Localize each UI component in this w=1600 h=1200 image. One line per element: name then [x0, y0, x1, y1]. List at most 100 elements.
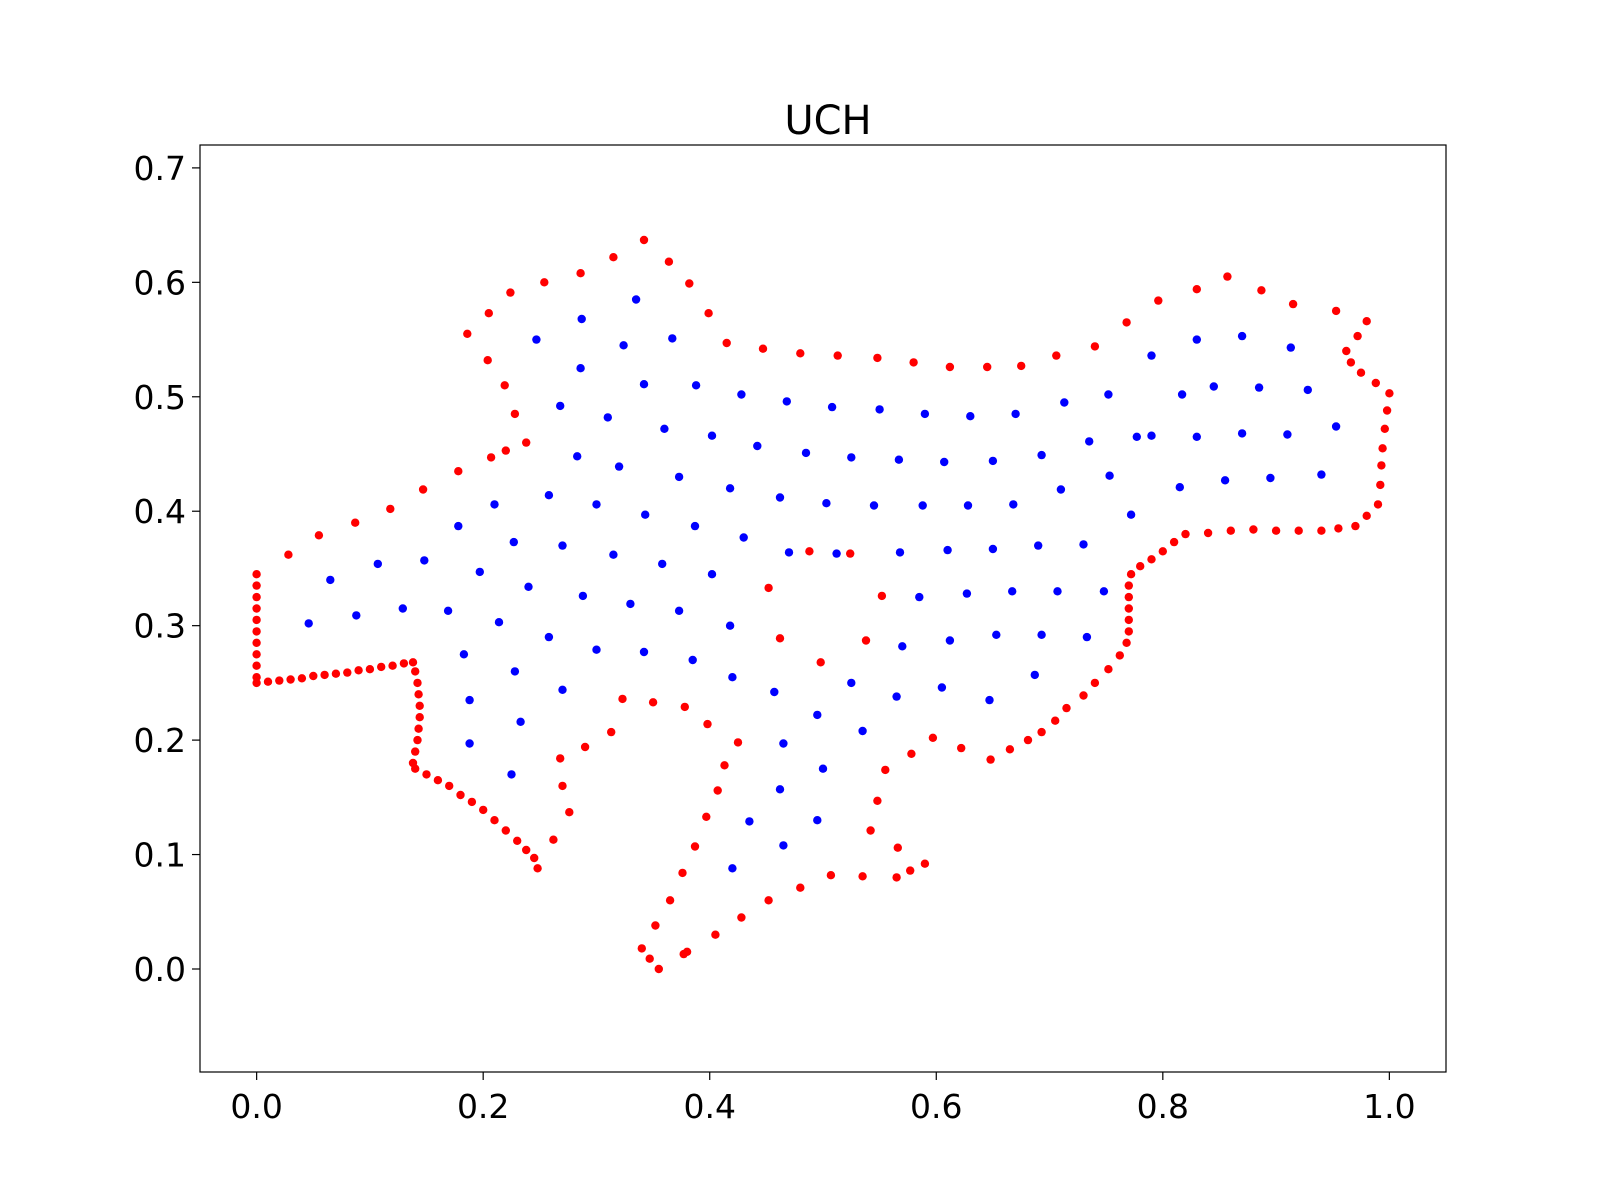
y-axis: 0.0 0.1 0.2 0.3 0.4 0.5 0.6 0.7: [134, 149, 200, 989]
point-s0-142: [826, 871, 836, 880]
point-s1-49: [1105, 471, 1114, 480]
point-s1-46: [963, 501, 973, 510]
x-tick-label: 0.2: [457, 1087, 509, 1126]
point-s1-115: [892, 692, 901, 701]
point-s0-36: [433, 776, 443, 785]
point-s1-117: [985, 695, 994, 705]
point-s0-152: [651, 921, 660, 930]
point-s1-60: [739, 533, 748, 542]
point-s0-38: [456, 790, 465, 800]
point-s1-127: [745, 817, 754, 826]
point-s0-114: [1126, 570, 1136, 579]
point-s1-119: [465, 695, 474, 705]
point-s0-46: [533, 864, 542, 873]
point-s0-24: [408, 658, 418, 667]
point-s0-42: [501, 826, 510, 835]
x-tick-label: 1.0: [1363, 1087, 1415, 1126]
point-s0-162: [648, 698, 658, 707]
point-s1-32: [1085, 437, 1094, 446]
point-s1-54: [1331, 422, 1341, 431]
point-s1-94: [352, 611, 361, 620]
point-s0-122: [1104, 665, 1113, 674]
point-s1-128: [779, 841, 788, 850]
point-s1-24: [707, 431, 717, 440]
point-s0-0: [252, 570, 261, 579]
point-s0-45: [530, 853, 539, 863]
point-s0-83: [1223, 272, 1232, 281]
point-s0-97: [1377, 461, 1386, 470]
point-s1-2: [631, 295, 641, 304]
point-s0-100: [1362, 511, 1371, 520]
point-s1-26: [801, 448, 811, 458]
point-s0-167: [558, 781, 567, 791]
point-s1-106: [1082, 632, 1092, 642]
point-s0-175: [861, 636, 871, 645]
point-s1-76: [609, 550, 618, 559]
point-s0-51: [418, 485, 428, 494]
point-s0-63: [576, 269, 585, 278]
point-s1-5: [576, 364, 585, 373]
point-s1-77: [658, 559, 667, 569]
point-s0-87: [1362, 317, 1371, 326]
point-s0-151: [637, 944, 646, 953]
point-s1-116: [937, 683, 947, 692]
point-s0-32: [411, 747, 420, 756]
x-tick-label: 0.8: [1137, 1087, 1189, 1126]
point-s0-106: [1249, 525, 1258, 534]
point-s1-14: [1011, 409, 1020, 419]
point-s0-11: [263, 677, 273, 686]
point-s0-59: [463, 329, 472, 338]
point-s1-96: [443, 606, 453, 615]
y-tick-label: 0.2: [134, 721, 186, 760]
point-s0-174: [877, 591, 887, 601]
point-s1-114: [847, 678, 856, 688]
point-s0-71: [796, 349, 805, 358]
point-s1-66: [1034, 541, 1043, 550]
point-s0-123: [1090, 678, 1100, 688]
point-s1-52: [1237, 429, 1247, 438]
point-s0-2: [252, 592, 261, 602]
point-s0-10: [252, 678, 261, 688]
point-s0-23: [399, 659, 409, 668]
point-s0-54: [501, 446, 510, 455]
point-s1-71: [1266, 473, 1275, 483]
point-s1-69: [1175, 483, 1185, 492]
point-s0-4: [252, 615, 261, 625]
point-s0-60: [484, 309, 493, 318]
point-s0-50: [386, 504, 395, 514]
point-s0-154: [678, 868, 687, 878]
point-s0-55: [522, 438, 531, 447]
point-s1-6: [639, 380, 649, 389]
point-s0-22: [388, 661, 397, 670]
point-s1-78: [707, 570, 717, 579]
point-s1-109: [558, 685, 567, 694]
point-s1-9: [782, 397, 791, 406]
point-s1-36: [1254, 383, 1264, 392]
point-s0-118: [1124, 615, 1134, 625]
plot-frame: [199, 144, 1447, 1073]
point-s0-149: [654, 964, 663, 974]
point-s0-102: [1334, 524, 1343, 533]
point-s0-165: [580, 742, 590, 752]
point-s0-8: [252, 661, 261, 670]
point-s1-95: [398, 604, 407, 613]
point-s0-103: [1317, 526, 1326, 535]
point-s0-35: [422, 770, 431, 779]
point-s0-18: [343, 668, 352, 677]
point-s0-137: [893, 843, 902, 852]
point-s1-81: [326, 575, 335, 585]
point-s0-156: [702, 812, 711, 821]
point-s0-48: [314, 531, 324, 540]
point-s0-117: [1124, 604, 1134, 613]
point-s1-83: [524, 582, 533, 591]
point-s1-34: [1177, 390, 1187, 399]
point-s0-176: [816, 658, 825, 667]
point-s0-113: [1136, 562, 1145, 571]
point-s1-0: [532, 335, 541, 344]
point-s1-98: [544, 632, 554, 642]
point-s0-153: [665, 896, 675, 905]
chart-title: UCH: [784, 98, 871, 144]
point-s1-37: [1303, 385, 1313, 395]
point-s0-53: [486, 453, 496, 462]
point-s0-150: [645, 954, 654, 963]
